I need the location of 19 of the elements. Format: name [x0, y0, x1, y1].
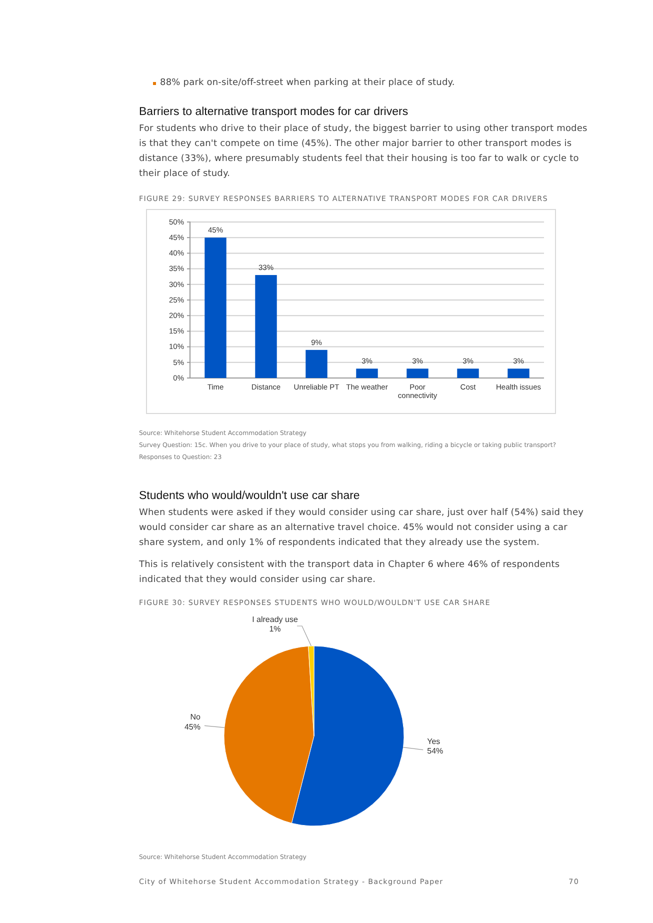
- bar: [255, 275, 277, 378]
- bar: [406, 368, 428, 378]
- text: This is relatively consistent with the transport data in Chapter 6 where 46% of respondents indicated that they would consider using car share.: [139, 559, 561, 587]
- bar: [204, 238, 226, 378]
- bar: [508, 368, 530, 378]
- bar: [356, 368, 378, 378]
- text: Students who would/wouldn't use car share: [139, 490, 361, 502]
- bar: [306, 350, 328, 378]
- slice-label: Yes: [427, 736, 440, 746]
- bar: [457, 368, 479, 378]
- slice-label: No: [190, 712, 202, 722]
- data-label: 54%: [427, 746, 444, 756]
- data-label: 45%: [184, 722, 200, 732]
- slice-label: I already use: [252, 615, 298, 624]
- text: 88% park on-site/off-street when parking at their place of study.: [160, 77, 456, 90]
- text: For students who drive to their place of study, the biggest barrier to using other transport modes is that they can't compete on time (45%). The other major barrier to other transport modes is distance (33%), where presumably students feel that their housing is too far to walk or cycle to their place of study.: [139, 123, 588, 181]
- text: When students were asked if they would consider using car share, just over half (54%) said they would consider car share as an alternative travel choice. 45% would not consider using a car share system, and only 1% of respondents indicated that they already use the system.: [139, 507, 585, 550]
- text: Barriers to alternative transport modes for car drivers: [139, 106, 410, 118]
- data-label: 1%: [269, 624, 281, 634]
